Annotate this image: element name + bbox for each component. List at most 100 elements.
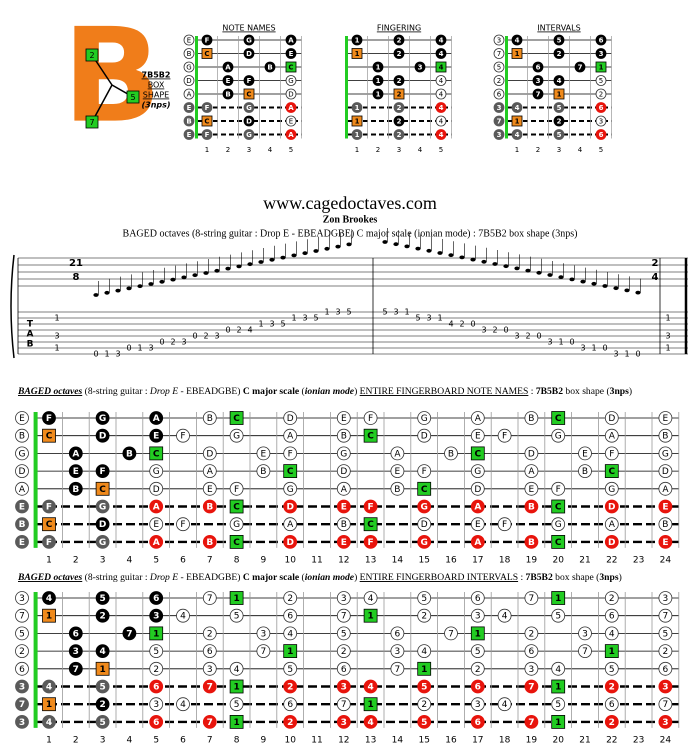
note-label: F <box>180 520 185 530</box>
note-circle <box>595 75 607 86</box>
title-part: ) <box>619 572 622 583</box>
note-circle <box>229 517 244 532</box>
note-circle <box>243 34 255 46</box>
notehead <box>324 246 330 251</box>
tab-fret: 2 <box>525 332 530 341</box>
note-circle <box>68 481 83 496</box>
note-label: 6 <box>153 718 159 728</box>
note-label: F <box>180 432 185 442</box>
note-circle <box>390 481 405 496</box>
note-circle <box>390 661 405 676</box>
fret-number: 7 <box>207 555 213 565</box>
note-label: G <box>288 77 293 85</box>
note-label: 1 <box>555 594 561 604</box>
note-label: 3 <box>153 700 159 710</box>
notehead <box>104 290 110 295</box>
note-label: 5 <box>421 718 427 728</box>
note-circle <box>524 644 539 658</box>
note-label: 4 <box>515 104 520 112</box>
note-circle <box>511 34 523 46</box>
note-circle <box>149 481 164 496</box>
note-circle <box>604 446 619 461</box>
note-label: D <box>287 414 294 424</box>
note-circle <box>351 102 363 113</box>
note-circle <box>149 715 164 729</box>
note-circle <box>658 464 673 479</box>
note-label: 5 <box>341 629 347 639</box>
note-circle <box>336 644 351 658</box>
note-label: 5 <box>663 629 669 639</box>
note-circle <box>283 715 298 729</box>
fret-number: 17 <box>472 555 483 565</box>
note-circle <box>551 697 566 712</box>
notehead <box>558 275 564 280</box>
note-label: E <box>73 467 79 477</box>
note-circle <box>493 61 505 73</box>
note-circle <box>42 715 56 729</box>
note-label: 4 <box>557 77 562 85</box>
fret-number: 22 <box>606 735 617 745</box>
note-box <box>417 481 432 496</box>
note-circle <box>493 115 505 127</box>
note-label: 1 <box>367 612 373 622</box>
note-box <box>417 661 432 676</box>
note-label: 4 <box>368 594 374 604</box>
title-part: ) <box>354 386 360 397</box>
tab-fret: 0 <box>192 332 197 341</box>
note-circle <box>336 535 351 549</box>
note-label: 4 <box>46 718 52 728</box>
note-circle <box>256 446 271 461</box>
note-label: 2 <box>557 118 562 126</box>
note-circle <box>417 535 432 549</box>
note-label: B <box>341 520 347 530</box>
title-part: ionian mode <box>305 386 355 397</box>
note-circle <box>15 591 29 605</box>
note-circle <box>149 591 164 605</box>
note-circle <box>283 428 298 443</box>
note-label: 3 <box>475 700 481 710</box>
fret-number: 18 <box>499 735 511 745</box>
note-label: 6 <box>153 594 159 604</box>
note-circle <box>336 446 351 461</box>
note-circle <box>95 591 110 605</box>
note-circle <box>372 88 384 100</box>
note-label: 5 <box>557 37 562 45</box>
tab-label: B <box>27 340 34 350</box>
note-circle <box>390 644 405 658</box>
note-label: F <box>46 538 52 548</box>
note-label: 7 <box>261 647 267 657</box>
note-label: G <box>99 538 106 548</box>
note-circle <box>264 61 276 73</box>
note-circle <box>183 102 195 113</box>
note-label: C <box>46 432 53 442</box>
note-circle <box>243 102 255 113</box>
note-circle <box>149 499 164 514</box>
tab-fret: 3 <box>269 320 274 329</box>
note-circle <box>658 517 673 532</box>
note-circle <box>176 517 190 532</box>
note-label: 5 <box>421 683 427 693</box>
note-circle <box>470 411 485 425</box>
note-circle <box>444 626 458 641</box>
note-label: G <box>99 414 106 424</box>
diagram-fret-number: 5 <box>439 146 443 154</box>
note-circle <box>417 697 432 712</box>
note-circle <box>15 715 29 729</box>
note-box <box>511 115 523 127</box>
subtitle: BAGED octaves (8-string guitar : Drop E … <box>123 228 578 239</box>
note-label: 4 <box>46 594 52 604</box>
tab-fret: 3 <box>426 314 431 323</box>
notehead <box>214 268 220 273</box>
note-circle <box>658 679 673 694</box>
note-circle <box>336 428 351 443</box>
tab-fret: 3 <box>54 332 59 341</box>
logo-caption: SHAPE <box>143 91 169 100</box>
note-circle <box>372 61 384 73</box>
note-circle <box>42 535 56 549</box>
tab-fret: 4 <box>247 326 252 335</box>
notehead <box>258 260 264 264</box>
note-label: 3 <box>341 594 347 604</box>
note-circle <box>435 129 447 140</box>
title-part: Drop E <box>149 572 178 583</box>
